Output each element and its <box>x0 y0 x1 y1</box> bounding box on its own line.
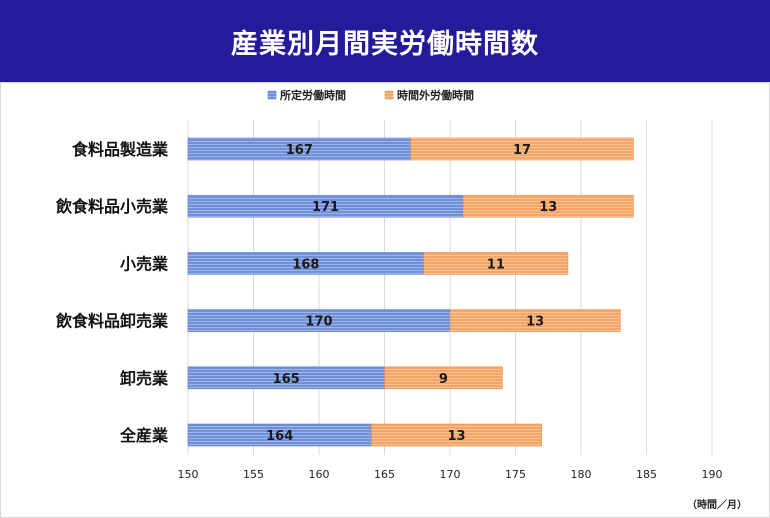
category-label: 飲食料品小売業 <box>55 197 169 216</box>
data-label-scheduled: 170 <box>305 315 332 330</box>
data-label-scheduled: 168 <box>292 257 319 272</box>
data-label-overtime: 17 <box>513 143 531 158</box>
data-label-overtime: 9 <box>439 372 448 387</box>
x-tick-label: 170 <box>440 468 461 481</box>
data-label-scheduled: 167 <box>286 143 313 158</box>
category-label: 小売業 <box>120 254 169 273</box>
x-tick-label: 155 <box>243 468 264 481</box>
data-label-overtime: 11 <box>487 257 505 272</box>
x-tick-label: 190 <box>702 468 723 481</box>
bar-overtime <box>449 309 621 332</box>
x-tick-label: 150 <box>178 468 199 481</box>
x-tick-label: 165 <box>374 468 395 481</box>
bar-overtime <box>410 137 634 161</box>
data-label-scheduled: 165 <box>273 372 300 387</box>
legend-overtime-swatch <box>384 90 394 100</box>
data-label-scheduled: 171 <box>312 200 339 215</box>
category-label: 食料品製造業 <box>71 140 169 159</box>
legend-scheduled-label: 所定労働時間 <box>280 88 346 102</box>
x-tick-label: 160 <box>309 468 330 481</box>
legend-scheduled-swatch <box>267 90 277 100</box>
chart-title: 産業別月間実労働時間数 <box>231 28 539 60</box>
data-label-overtime: 13 <box>526 315 544 330</box>
data-label-overtime: 13 <box>539 200 557 215</box>
category-label: 全産業 <box>119 426 169 445</box>
x-tick-label: 180 <box>571 468 592 481</box>
category-label: 飲食料品卸売業 <box>55 312 169 331</box>
data-label-scheduled: 164 <box>266 429 293 444</box>
x-tick-label: 185 <box>636 468 657 481</box>
bar-overtime <box>384 366 503 390</box>
legend-overtime-label: 時間外労働時間 <box>397 88 474 102</box>
unit-label: （時間／月） <box>687 498 747 511</box>
bar-overtime <box>462 194 634 218</box>
bar-overtime <box>423 252 569 275</box>
title-banner: 産業別月間実労働時間数 <box>0 0 770 82</box>
x-tick-label: 175 <box>505 468 526 481</box>
bar-overtime <box>371 423 542 447</box>
data-label-overtime: 13 <box>448 429 466 444</box>
category-label: 卸売業 <box>120 369 169 388</box>
